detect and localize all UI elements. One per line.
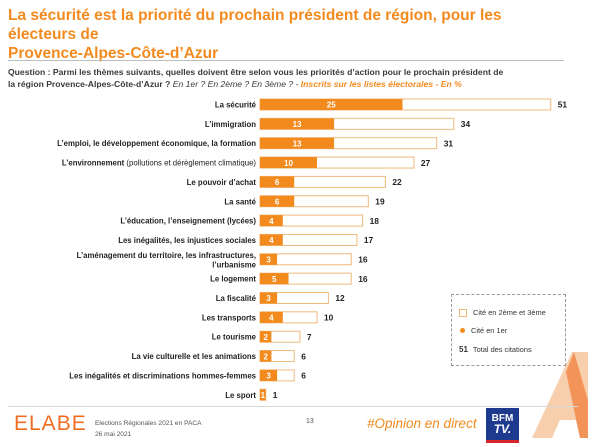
total-value-label: 16 [358,255,368,265]
category-label: Le sport [225,391,256,400]
question-label: Question : Parmi les thèmes suivants, qu… [8,67,504,77]
category-label: L’immigration [205,120,256,129]
first-bar [260,273,289,285]
first-value-label: 10 [284,159,293,168]
category-label: Les inégalités, les injustices sociales [118,236,256,245]
question-text: Question : Parmi les thèmes suivants, qu… [8,66,568,90]
total-value-label: 7 [307,332,312,342]
first-bar [260,234,283,246]
category-label: L’aménagement du territoire, les infrast… [77,251,257,270]
total-value-label: 12 [335,293,345,303]
page-number: 13 [306,418,314,425]
total-value-label: 51 [558,100,568,110]
first-value-label: 6 [275,178,280,187]
elabe-logo: ELABE [14,412,87,435]
question-ranks: En 1er ? En 2ème ? En 3ème ? - [172,79,299,89]
first-bar [260,253,278,265]
first-bar [260,389,266,401]
legend-label-second-third: Cité en 2ème et 3ème [473,308,546,317]
footer-divider [8,406,578,407]
total-value-label: 31 [444,138,454,148]
first-value-label: 4 [269,314,274,323]
first-bar [260,99,403,110]
first-bar [260,137,335,149]
first-value-label: 13 [293,120,302,129]
first-value-label: 3 [266,372,271,381]
chart-title: La sécurité est la priorité du prochain … [8,6,568,63]
total-value-label: 17 [364,235,374,245]
hashtag: #Opinion en direct [367,416,477,431]
category-label: Le pouvoir d’achat [187,178,257,187]
first-bar [260,350,272,362]
first-value-label: 1 [261,391,266,400]
first-bar [260,311,283,323]
first-bar [260,157,317,169]
legend-swatch-filled [460,328,465,333]
legend-item-first: Cité en 1er [459,326,507,335]
first-bar [260,118,335,130]
first-value-label: 2 [263,333,268,342]
category-label: La santé [224,197,256,206]
first-bar [260,331,272,343]
legend-label-total: Total des citations [472,345,532,354]
category-label: L’emploi, le développement économique, l… [57,139,256,148]
chart-title-line-2: Provence-Alpes-Côte-d’Azur [8,45,219,62]
question-label-2: la région Provence-Alpes-Côte-d’Azur ? [8,79,171,89]
total-value-label: 10 [324,313,334,323]
bfmtv-logo-top: BFM [491,413,514,424]
bfmtv-logo: BFM TV. [486,408,519,443]
total-value-label: 27 [421,158,431,168]
footer-source-line-2: 26 mai 2021 [95,431,132,438]
category-label: La vie culturelle et les animations [132,352,257,361]
first-bar [260,195,295,207]
category-label: Les transports [202,313,257,322]
total-value-label: 16 [358,274,368,284]
first-value-label: 6 [275,197,280,206]
footer-source: Elections Régionales 2021 en PACA 26 mai… [95,418,202,440]
first-value-label: 3 [266,294,271,303]
category-label: L’environnement (pollutions et dérègleme… [62,159,257,168]
question-note: Inscrits sur les listes électorales - En… [300,79,462,89]
total-value-label: 6 [301,371,306,381]
legend-label-first: Cité en 1er [471,326,508,335]
total-value-label: 18 [370,216,380,226]
total-value-label: 19 [375,196,385,206]
first-bar [260,176,295,188]
legend-item-second-third: Cité en 2ème et 3ème [459,308,546,317]
chart-title-line-1: La sécurité est la priorité du prochain … [8,7,502,43]
category-label: La sécurité [215,101,257,110]
footer-source-line-1: Elections Régionales 2021 en PACA [95,420,202,427]
first-value-label: 4 [269,217,274,226]
total-value-label: 6 [301,351,306,361]
total-value-label: 1 [273,390,278,400]
total-value-label: 22 [392,177,402,187]
title-divider [8,60,564,61]
first-bar [260,215,283,227]
first-value-label: 2 [263,352,268,361]
first-bar [260,369,278,381]
first-value-label: 4 [269,236,274,245]
category-label: La fiscalité [216,294,257,303]
total-value-label: 34 [461,119,471,129]
first-bar [260,292,278,304]
first-value-label: 25 [327,101,336,110]
bfmtv-logo-bottom: TV. [493,422,512,436]
legend-total-number: 51 [459,345,468,354]
chart-legend: Cité en 2ème et 3ème Cité en 1er 51 Tota… [451,294,566,366]
category-label: L’éducation, l’enseignement (lycées) [120,217,256,226]
first-value-label: 3 [266,256,271,265]
first-value-label: 5 [272,275,277,284]
category-label: Le tourisme [212,333,257,342]
first-value-label: 13 [293,139,302,148]
legend-item-total: 51 Total des citations [459,345,532,354]
legend-swatch-outline [459,308,467,317]
category-label: Le logement [210,275,256,284]
category-label: Les inégalités et discriminations hommes… [69,371,256,380]
